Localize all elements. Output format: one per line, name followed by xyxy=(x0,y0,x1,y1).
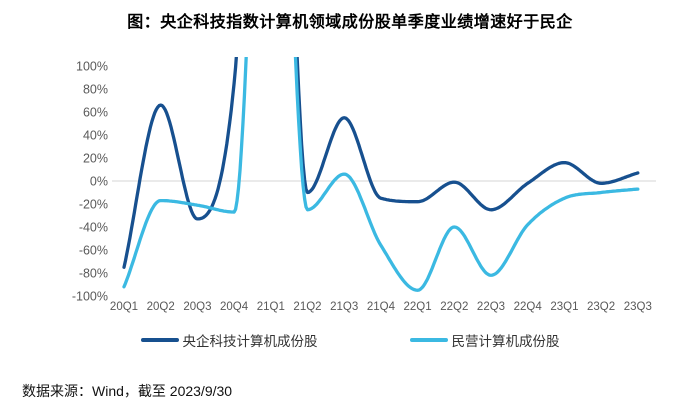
x-axis-tick-label: 23Q3 xyxy=(624,301,652,313)
x-axis-tick-label: 22Q4 xyxy=(514,301,543,313)
y-axis-tick-label: 60% xyxy=(83,106,108,120)
x-axis-tick-label: 20Q4 xyxy=(220,301,249,313)
legend-item-central: 央企科技计算机成份股 xyxy=(140,330,318,350)
legend-label-private: 民营计算机成份股 xyxy=(451,334,560,349)
legend-line-swatch-private xyxy=(409,338,448,342)
x-axis-tick-label: 22Q3 xyxy=(477,301,505,313)
x-axis-tick-label: 21Q2 xyxy=(293,301,321,313)
x-axis-tick-label: 20Q2 xyxy=(147,301,175,313)
x-axis-tick-label: 22Q2 xyxy=(440,301,468,313)
legend-item-private: 民营计算机成份股 xyxy=(409,330,560,350)
y-axis-tick-label: 0% xyxy=(90,175,108,189)
x-axis-tick-label: 20Q1 xyxy=(110,301,138,313)
y-axis-tick-label: -80% xyxy=(79,267,108,281)
legend-label-central: 央企科技计算机成份股 xyxy=(182,334,318,349)
x-axis-tick-label: 23Q1 xyxy=(550,301,578,313)
chart-title: 图：央企科技指数计算机领域成份股单季度业绩增速好于民企 xyxy=(127,14,573,31)
y-axis-tick-label: -40% xyxy=(79,221,108,235)
series-line-central-soe xyxy=(122,57,640,269)
x-axis-tick-label: 22Q1 xyxy=(404,301,432,313)
x-axis-tick-label: 21Q4 xyxy=(367,301,396,313)
series-line-private xyxy=(122,57,640,292)
y-axis-tick-label: 40% xyxy=(83,129,108,143)
data-source-note: 数据来源：Wind，截至 2023/9/30 xyxy=(22,383,233,399)
chart-legend: 央企科技计算机成份股 民营计算机成份股 xyxy=(0,330,700,350)
x-axis-tick-label: 23Q2 xyxy=(587,301,615,313)
x-axis-tick-label: 21Q3 xyxy=(330,301,358,313)
y-axis-tick-label: 100% xyxy=(76,60,108,74)
x-axis-tick-label: 20Q3 xyxy=(183,301,211,313)
line-chart: 100%80%60%40%20%0%-20%-40%-60%-80%-100%2… xyxy=(72,57,656,313)
y-axis-tick-label: -20% xyxy=(79,198,108,212)
y-axis-tick-label: 20% xyxy=(83,152,108,166)
y-axis-tick-label: -60% xyxy=(79,244,108,258)
legend-line-swatch-central xyxy=(140,338,179,342)
y-axis-tick-label: -100% xyxy=(72,290,108,304)
x-axis-tick-label: 21Q1 xyxy=(257,301,285,313)
y-axis-tick-label: 80% xyxy=(83,83,108,97)
